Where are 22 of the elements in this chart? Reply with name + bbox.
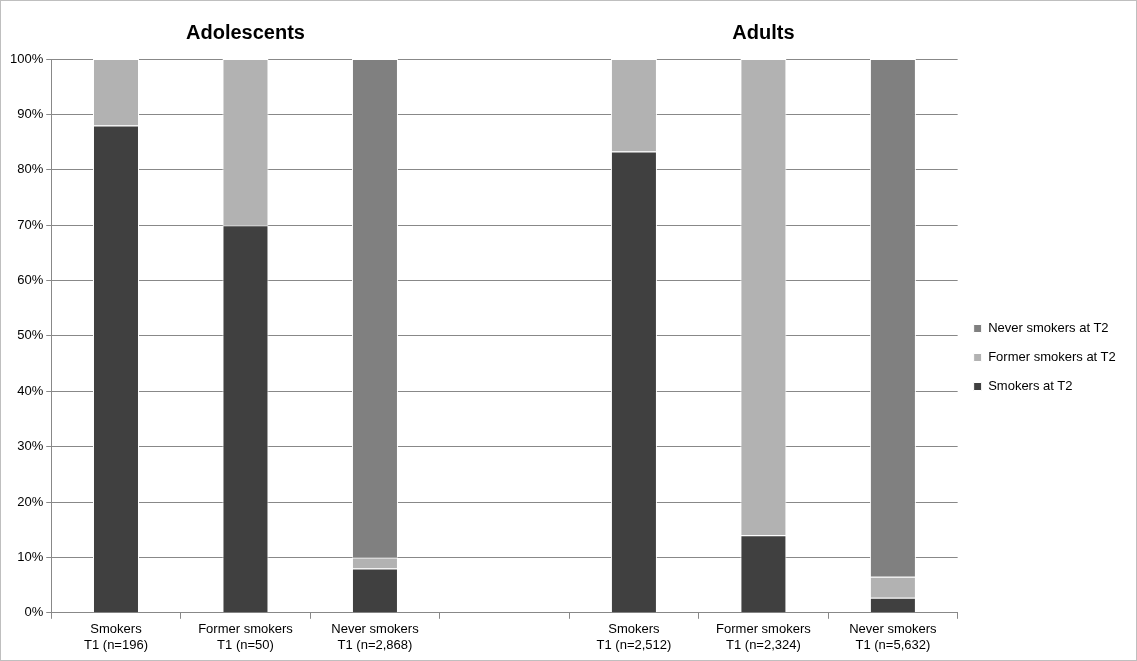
text: Adults <box>732 20 795 43</box>
y-tick-label: 10% <box>17 549 44 564</box>
x-tick-label: Smokers T1 (n=2,512) <box>596 621 672 652</box>
text: Adolescents <box>186 20 305 43</box>
y-tick-label: 70% <box>17 216 44 232</box>
legend-label: Never smokers at T2 <box>988 320 1109 336</box>
x-tick-label: Never smokers T1 (n=5,632) <box>849 621 938 652</box>
legend-label: Former smokers at T2 <box>988 349 1116 365</box>
y-tick-label: 40% <box>17 382 44 398</box>
y-tick-label: 100% <box>10 50 44 66</box>
x-tick-label: Never smokers T1 (n=2,868) <box>331 621 420 652</box>
y-tick-label: 0% <box>24 604 44 620</box>
x-tick-label: Smokers T1 (n=196) <box>84 621 148 652</box>
legend-label: Smokers at T2 <box>988 378 1073 394</box>
y-tick-label: 60% <box>17 272 44 288</box>
y-tick-label: 20% <box>17 493 44 509</box>
y-tick-label: 30% <box>17 438 44 454</box>
x-tick-label: Former smokers T1 (n=2,324) <box>716 621 812 652</box>
y-tick-label: 50% <box>17 327 44 343</box>
y-tick-label: 80% <box>17 161 44 177</box>
y-tick-label: 90% <box>17 105 44 121</box>
x-tick-label: Former smokers T1 (n=50) <box>198 621 294 652</box>
